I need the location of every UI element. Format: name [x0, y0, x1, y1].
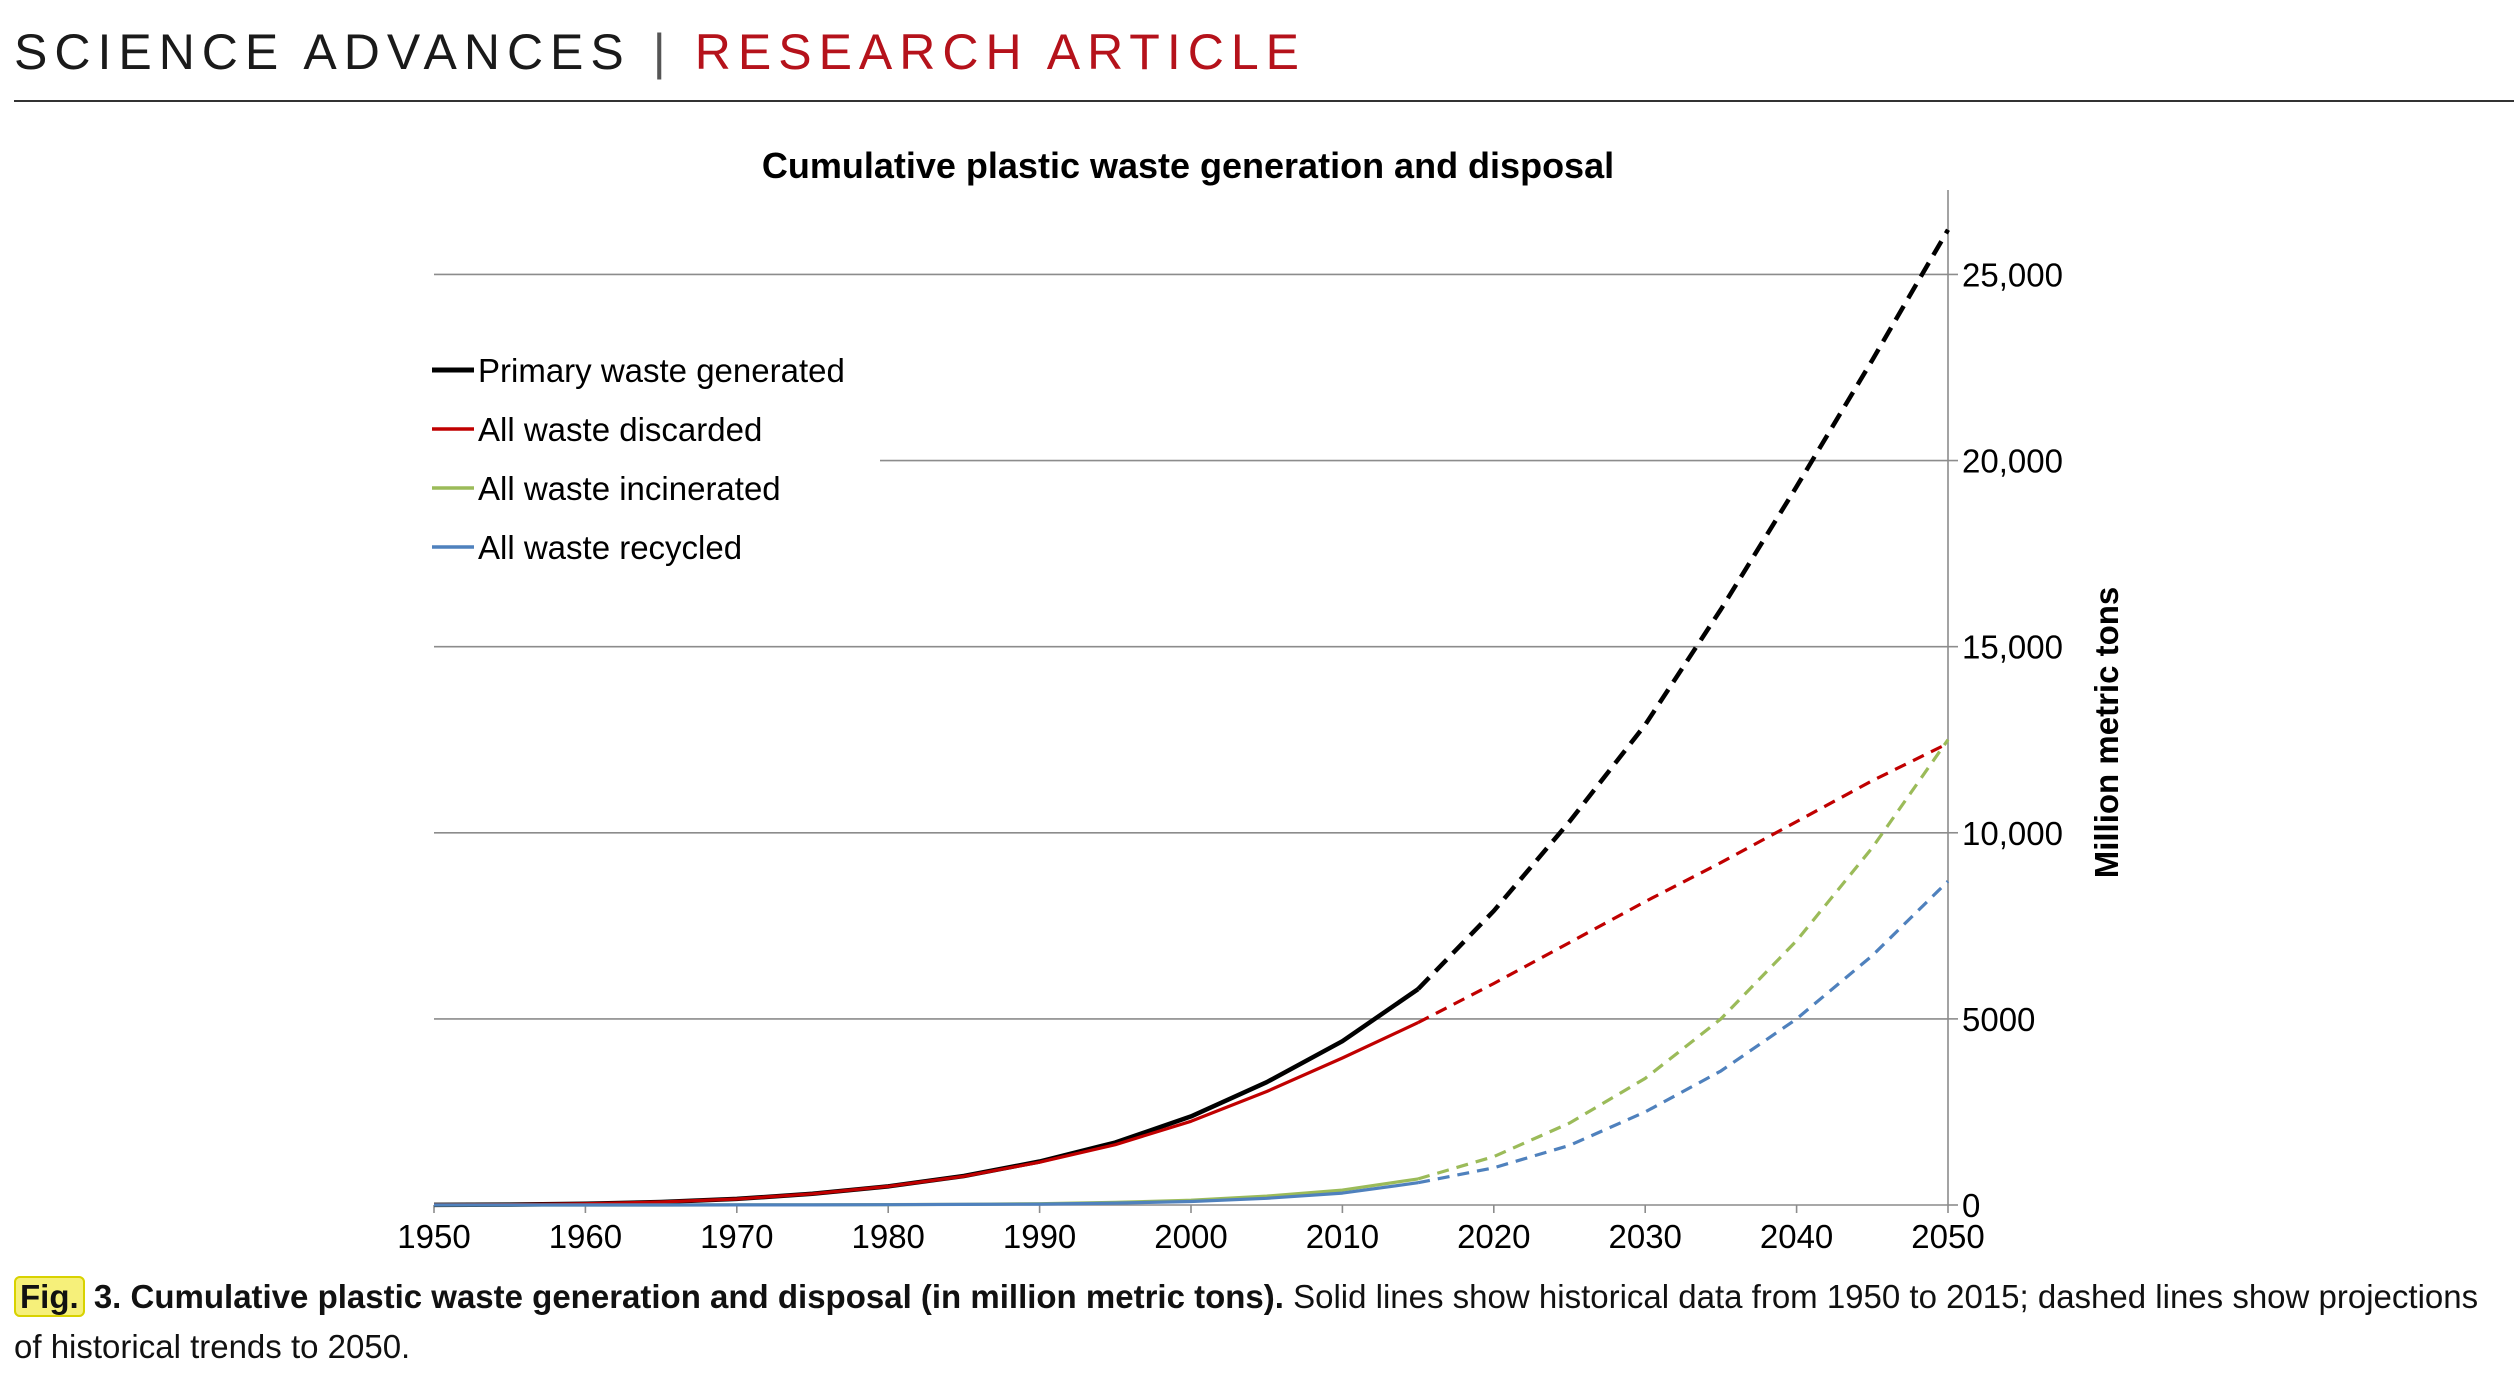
- figure-caption: Fig. 3. Cumulative plastic waste generat…: [14, 1272, 2504, 1372]
- x-tick-label: 2010: [1306, 1218, 1379, 1255]
- x-tick-label: 2040: [1760, 1218, 1833, 1255]
- article-section: RESEARCH ARTICLE: [694, 24, 1306, 80]
- caption-title: Cumulative plastic waste generation and …: [130, 1278, 1284, 1315]
- series-historical-line: [433, 987, 1420, 1208]
- axes: [434, 190, 1949, 1206]
- grid-lines: [434, 273, 1948, 1020]
- line-chart: Cumulative plastic waste generation and …: [397, 145, 2125, 1255]
- legend-label: All waste recycled: [478, 529, 742, 566]
- series-projection-line: [1416, 228, 1950, 991]
- fig-number: 3.: [93, 1278, 122, 1315]
- y-tick-label: 0: [1962, 1187, 1980, 1224]
- x-tick-label: 1950: [397, 1218, 470, 1255]
- x-axis-ticks: 1950 1960 1970 1980 1990 2000 2010 2020 2030 2040…: [397, 1205, 1985, 1255]
- y-tick-label: 15,000: [1962, 629, 2063, 666]
- y-tick-label: 25,000: [1962, 256, 2063, 293]
- x-tick-label: 1970: [700, 1218, 773, 1255]
- y-axis-ticks: 0 5000 10,000 15,000 20,000 25,000: [1948, 256, 2063, 1224]
- x-tick-label: 1960: [549, 1218, 622, 1255]
- x-tick-label: 2020: [1457, 1218, 1530, 1255]
- series-lines: [433, 228, 1950, 1208]
- legend-label: All waste discarded: [478, 411, 762, 448]
- series-historical-line: [433, 1021, 1419, 1207]
- x-tick-label: 1990: [1003, 1218, 1076, 1255]
- journal-name: SCIENCE ADVANCES: [14, 24, 631, 80]
- legend-label: Primary waste generated: [478, 352, 845, 389]
- legend: Primary waste generated All waste discard…: [432, 352, 845, 566]
- series-projection-line: [1417, 741, 1949, 1025]
- fig-label[interactable]: Fig.: [14, 1276, 85, 1317]
- chart-title: Cumulative plastic waste generation and …: [762, 145, 1614, 186]
- y-tick-label: 20,000: [1962, 443, 2063, 480]
- y-tick-label: 5000: [1962, 1001, 2035, 1038]
- caption-text: Solid lines show historical data from 19…: [14, 1278, 2479, 1365]
- x-tick-label: 2000: [1154, 1218, 1227, 1255]
- series-historical-line: [434, 1181, 1419, 1207]
- legend-label: All waste incinerated: [478, 470, 781, 507]
- y-axis-label: Million metric tons: [2088, 587, 2125, 879]
- header-separator: |: [652, 24, 673, 80]
- header-rule: [14, 100, 2514, 102]
- series-projection-line: [1417, 880, 1950, 1185]
- x-tick-label: 1980: [851, 1218, 924, 1255]
- journal-header: SCIENCE ADVANCES | RESEARCH ARTICLE: [14, 22, 1306, 82]
- y-tick-label: 10,000: [1962, 815, 2063, 852]
- x-tick-label: 2030: [1608, 1218, 1681, 1255]
- x-tick-label: 2050: [1911, 1218, 1984, 1255]
